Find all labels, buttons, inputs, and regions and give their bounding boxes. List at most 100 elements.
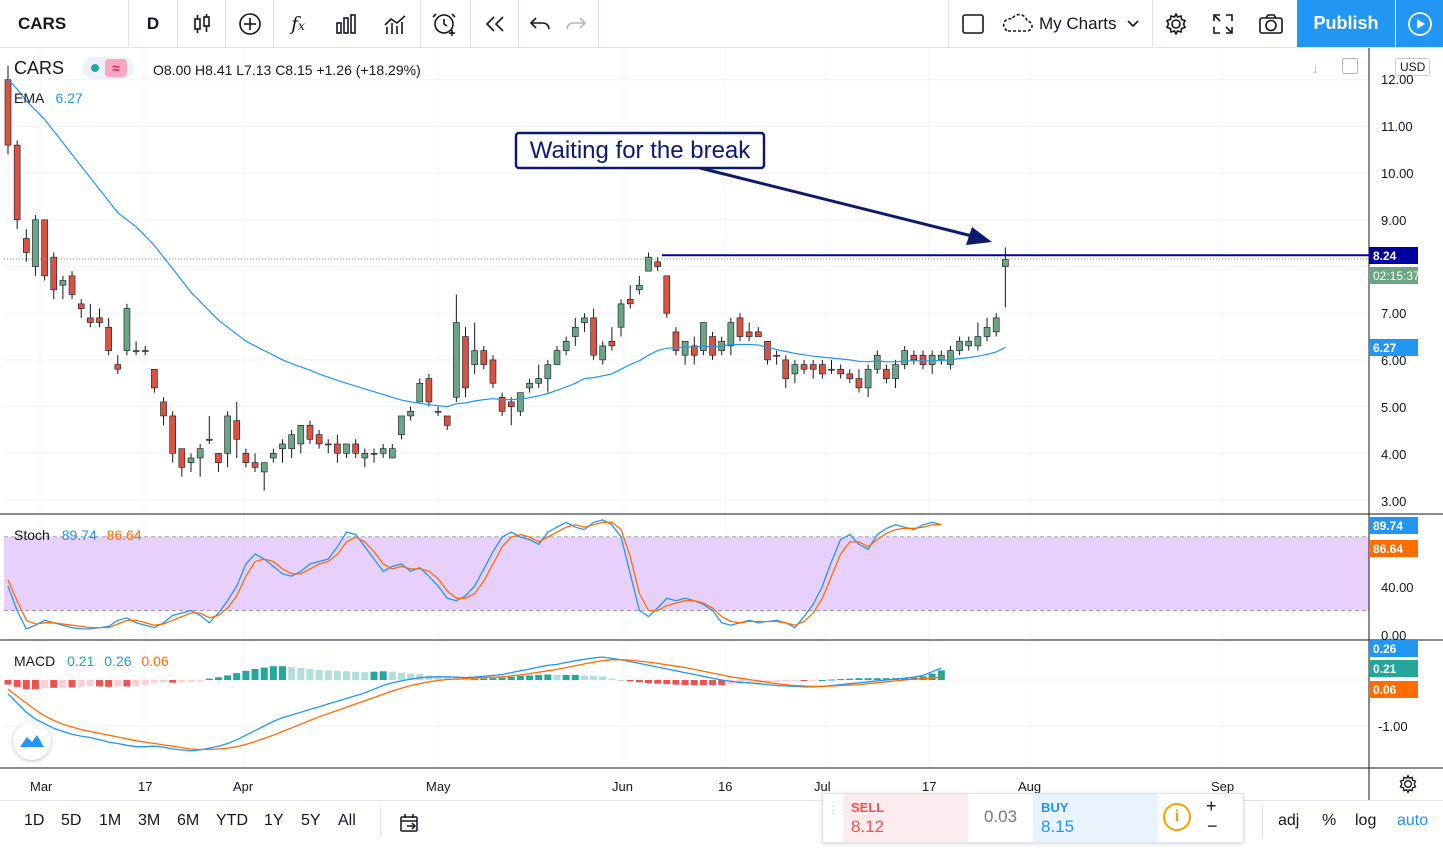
undo-icon (529, 16, 550, 29)
buy-button[interactable]: BUY 8.15 (1033, 794, 1158, 842)
annotation-arrow[interactable] (699, 166, 973, 238)
range-1m-button[interactable]: 1M (99, 812, 122, 829)
redo-button[interactable] (556, 0, 596, 47)
macd-hist-bar (297, 668, 305, 680)
candle-body (215, 452, 222, 463)
candle-body (626, 298, 634, 305)
my-charts-button[interactable]: My Charts (1000, 0, 1150, 47)
arrow-down-icon[interactable]: ↓ (1312, 60, 1319, 76)
range-6m-button[interactable]: 6M (177, 812, 200, 829)
macd-hist-bar (745, 680, 753, 684)
compare-button[interactable] (228, 0, 272, 47)
candle-body (910, 354, 918, 361)
price-axis-label: 7.00 (1381, 306, 1407, 321)
status-dot-icon (91, 64, 99, 72)
fx-icon: fx (291, 12, 305, 35)
indicators-button[interactable]: fx (276, 0, 320, 47)
maximize-icon[interactable] (1342, 58, 1358, 74)
undo-button[interactable] (520, 0, 560, 47)
macd-hist-bar (818, 680, 826, 681)
ema-line (7, 79, 1006, 408)
logo-button[interactable] (13, 722, 51, 760)
fullscreen-button[interactable] (1201, 0, 1245, 47)
macd-signal-line (7, 659, 942, 751)
price-axis-label: 4.00 (1381, 447, 1407, 462)
log-button[interactable]: log (1355, 812, 1377, 829)
alert-button[interactable] (423, 0, 467, 47)
adj-button[interactable]: adj (1278, 812, 1300, 829)
candle-body (489, 359, 497, 384)
layout-button[interactable] (951, 0, 995, 47)
candle-body (681, 340, 689, 356)
candle-body (636, 284, 643, 291)
snapshot-button[interactable] (1249, 0, 1293, 47)
macd-hist-bar (928, 673, 936, 680)
chart-type-button[interactable] (180, 0, 224, 47)
currency-badge[interactable]: USD (1395, 58, 1431, 76)
templates-button[interactable] (324, 0, 368, 47)
buy-label: BUY (1041, 800, 1069, 815)
candle-body (498, 396, 506, 412)
info-icon[interactable]: i (1163, 803, 1191, 831)
price-axis-label: 5.00 (1381, 400, 1407, 415)
legend-toggle[interactable]: ≈ (82, 57, 134, 79)
range-1d-button[interactable]: 1D (24, 812, 45, 829)
candle-body (4, 79, 12, 146)
macd-legend[interactable]: MACD 0.21 0.26 0.06 (14, 653, 169, 669)
macd-hist-bar (123, 680, 131, 687)
replay-button[interactable] (473, 0, 517, 47)
range-all-button[interactable]: All (338, 812, 356, 829)
range-5d-button[interactable]: 5D (61, 812, 82, 829)
macd-hist-bar (727, 680, 735, 685)
range-5y-button[interactable]: 5Y (301, 812, 321, 829)
macd-hist-bar (699, 680, 707, 686)
candles (4, 65, 1009, 491)
play-button[interactable] (1396, 0, 1443, 47)
candle-body (937, 354, 945, 361)
candle-body (151, 368, 158, 389)
divider (128, 0, 129, 47)
range-1y-button[interactable]: 1Y (264, 812, 284, 829)
candle-body (260, 462, 268, 473)
candle-body (50, 256, 58, 291)
interval-button[interactable]: D (130, 0, 176, 47)
macd-hist-bar (269, 666, 277, 680)
candle-body (901, 350, 909, 365)
sell-button[interactable]: SELL 8.12 (843, 794, 968, 842)
macd-hist-bar (434, 676, 442, 680)
time-axis-label: 17 (138, 779, 153, 794)
go-to-date-button[interactable] (399, 813, 421, 838)
range-3m-button[interactable]: 3M (138, 812, 161, 829)
chart-canvas[interactable]: Waiting for the break (0, 48, 1443, 800)
ema-legend[interactable]: EMA 6.27 (14, 90, 83, 106)
candle-body (562, 340, 570, 351)
annotation-box[interactable] (514, 131, 766, 170)
plus-icon[interactable]: + (1206, 796, 1217, 816)
financials-button[interactable] (374, 0, 418, 47)
candle-body (13, 144, 21, 221)
candle-body (599, 345, 607, 361)
time-axis-label: 17 (922, 779, 937, 794)
calendar-arrow-icon (400, 814, 418, 832)
drag-handle-icon[interactable]: ⋮⋮ (828, 805, 848, 816)
publish-button[interactable]: Publish (1297, 0, 1395, 47)
auto-button[interactable]: auto (1397, 812, 1429, 829)
macd-hist-bar (763, 680, 771, 683)
candle-body (590, 317, 597, 356)
minus-icon[interactable]: − (1207, 816, 1218, 836)
macd-signal-tag: 0.06 (1369, 681, 1418, 698)
stoch-legend[interactable]: Stoch 89.74 86.64 (14, 527, 142, 543)
range-ytd-button[interactable]: YTD (216, 812, 248, 829)
settings-button[interactable] (1154, 0, 1198, 47)
candle-body (535, 378, 543, 384)
candle-body (123, 308, 131, 351)
candle-body (141, 350, 149, 352)
macd-hist-bar (626, 680, 634, 682)
chart-settings-button[interactable] (1398, 774, 1418, 799)
time-axis-label: Jul (814, 779, 831, 794)
macd-hist-bar (480, 678, 488, 680)
candle-body (983, 326, 991, 337)
symbol-search[interactable]: CARS (8, 0, 128, 47)
macd-hist-bar (132, 680, 140, 686)
percent-button[interactable]: % (1322, 812, 1337, 829)
